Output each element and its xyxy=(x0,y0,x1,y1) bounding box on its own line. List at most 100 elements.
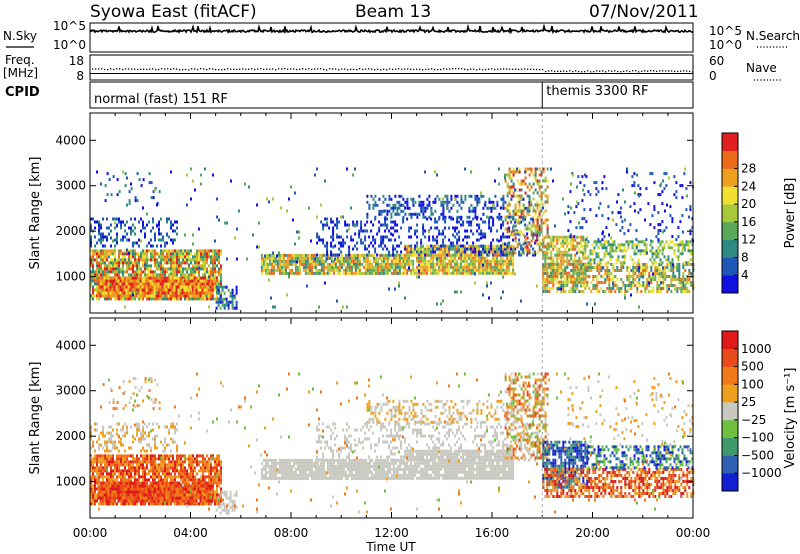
scatter-cell xyxy=(482,220,485,224)
scatter-cell xyxy=(636,245,638,249)
scatter-cell xyxy=(668,275,671,278)
scatter-cell xyxy=(107,285,110,289)
scatter-cell xyxy=(220,252,222,256)
scatter-cell xyxy=(496,229,499,233)
scatter-cell xyxy=(410,212,413,216)
scatter-cell xyxy=(641,240,644,244)
scatter-cell xyxy=(560,269,563,272)
scatter-cell xyxy=(510,230,513,234)
scatter-cell xyxy=(654,269,657,272)
scatter-cell xyxy=(500,250,503,254)
scatter-cell xyxy=(207,294,210,298)
scatter-cell xyxy=(542,238,545,242)
scatter-cell xyxy=(410,247,413,251)
scatter-cell xyxy=(306,271,309,275)
scatter-cell xyxy=(340,235,343,239)
scatter-cell xyxy=(632,278,635,281)
nave-dot xyxy=(233,68,235,70)
scatter-cell xyxy=(400,241,403,245)
scatter-cell xyxy=(546,290,549,293)
scatter-cell xyxy=(424,215,427,219)
scatter-cell xyxy=(572,278,575,281)
scatter-cell xyxy=(606,287,609,290)
scatter-cell xyxy=(434,197,437,201)
scatter-cell xyxy=(601,181,604,185)
scatter-cell xyxy=(648,290,651,293)
scatter-cell xyxy=(416,223,419,227)
scatter-cell xyxy=(578,272,581,275)
scatter-cell xyxy=(418,200,421,204)
scatter-cell xyxy=(338,259,341,263)
scatter-cell xyxy=(376,256,379,260)
scatter-cell xyxy=(264,256,267,260)
scatter-cell xyxy=(346,253,349,257)
scatter-cell xyxy=(476,268,479,272)
scatter-cell xyxy=(418,247,421,251)
scatter-cell xyxy=(272,305,274,309)
scatter-cell xyxy=(582,277,585,281)
scatter-cell xyxy=(546,235,549,239)
scatter-cell xyxy=(177,288,180,292)
scatter-cell xyxy=(682,290,685,293)
scatter-cell xyxy=(673,252,676,256)
scatter-cell xyxy=(148,294,150,298)
scatter-cell xyxy=(344,256,347,260)
scatter-cell xyxy=(656,281,659,284)
scatter-cell xyxy=(546,256,549,260)
scatter-cell xyxy=(207,282,210,286)
scatter-cell xyxy=(418,263,420,267)
scatter-cell xyxy=(392,271,395,275)
scatter-cell xyxy=(566,277,569,281)
scatter-cell xyxy=(134,270,136,274)
scatter-cell xyxy=(136,264,138,268)
scatter-cell xyxy=(192,273,194,277)
scatter-cell xyxy=(536,167,538,171)
scatter-cell xyxy=(123,285,126,289)
scatter-cell xyxy=(532,209,535,213)
scatter-cell xyxy=(500,268,503,272)
scatter-cell xyxy=(346,305,348,309)
scatter-cell xyxy=(506,256,509,260)
scatter-cell xyxy=(506,262,509,266)
scatter-cell xyxy=(326,271,329,275)
scatter-cell xyxy=(614,269,617,272)
scatter-cell xyxy=(114,221,116,225)
scatter-cell xyxy=(676,266,679,269)
scatter-cell xyxy=(340,250,343,254)
scatter-cell xyxy=(492,200,495,204)
scatter-cell xyxy=(574,271,577,275)
scatter-cell xyxy=(546,253,549,257)
scatter-cell xyxy=(474,256,477,260)
scatter-cell xyxy=(175,282,178,286)
scatter-cell xyxy=(195,285,198,289)
scatter-cell xyxy=(526,209,529,213)
scatter-cell xyxy=(206,258,208,262)
scatter-cell xyxy=(352,238,355,242)
scatter-cell xyxy=(104,258,106,262)
scatter-cell xyxy=(190,273,192,277)
scatter-cell xyxy=(198,297,200,301)
scatter-cell xyxy=(536,200,539,204)
scatter-cell xyxy=(210,267,212,271)
scatter-cell xyxy=(614,290,617,293)
scatter-cell xyxy=(546,242,549,246)
scatter-cell xyxy=(332,226,335,230)
scatter-cell xyxy=(130,229,132,233)
scatter-cell xyxy=(562,290,565,293)
scatter-cell xyxy=(616,287,619,290)
scatter-cell xyxy=(188,258,190,262)
scatter-cell xyxy=(246,257,248,261)
scatter-cell xyxy=(398,259,401,263)
scatter-cell xyxy=(174,297,176,301)
scatter-cell xyxy=(144,255,146,259)
scatter-cell xyxy=(488,197,491,201)
scatter-cell xyxy=(110,282,112,286)
scatter-cell xyxy=(90,279,92,283)
scatter-cell xyxy=(635,238,638,242)
scatter-cell xyxy=(191,276,194,280)
scatter-cell xyxy=(372,259,375,263)
scatter-cell xyxy=(640,266,643,269)
scatter-cell xyxy=(645,249,648,253)
scatter-cell xyxy=(671,258,674,262)
scatter-cell xyxy=(530,170,533,174)
